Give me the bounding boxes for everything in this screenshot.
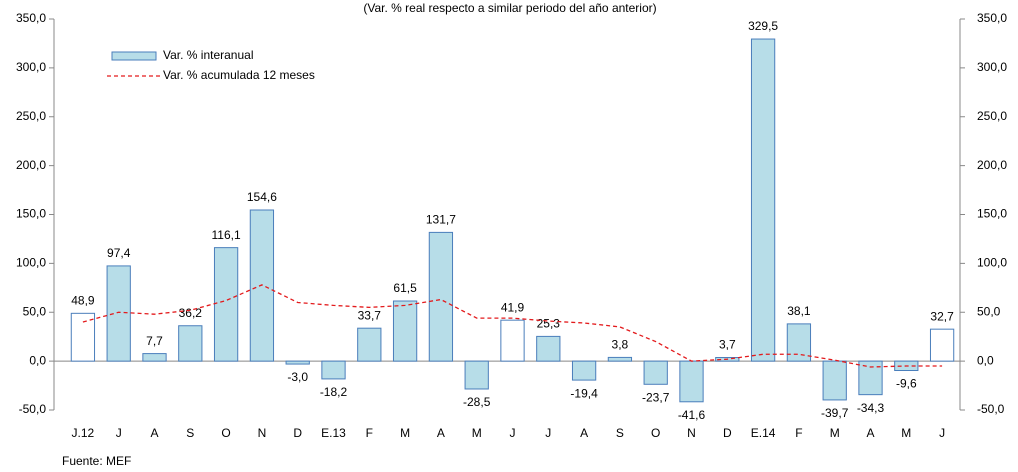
legend-label: Var. % interanual: [163, 48, 254, 62]
bar: [679, 360, 704, 403]
bar: [571, 360, 597, 381]
bar: [607, 356, 633, 362]
x-tick-label: N: [687, 426, 696, 440]
bar: [464, 360, 489, 390]
x-tick-label: A: [580, 426, 588, 440]
x-tick-label: J: [545, 426, 551, 440]
bar: [858, 360, 883, 396]
bar: [357, 327, 382, 362]
value-label: 131,7: [426, 213, 456, 227]
x-tick-label: N: [258, 426, 267, 440]
value-label: -9,6: [896, 377, 917, 391]
bar: [428, 231, 454, 362]
y-tick-label: 50,0: [23, 304, 47, 318]
legend-swatch: [111, 51, 157, 61]
y2-tick-label: 100,0: [977, 256, 1007, 270]
bar: [285, 360, 310, 365]
value-label: 48,9: [71, 293, 95, 307]
x-tick-label: D: [723, 426, 732, 440]
value-label: 33,7: [358, 308, 382, 322]
bar: [536, 335, 561, 362]
value-label: 61,5: [393, 281, 417, 295]
value-label: -23,7: [642, 390, 670, 404]
x-tick-label: M: [400, 426, 410, 440]
bar: [643, 360, 668, 385]
bar: [750, 38, 776, 362]
y-tick-label: 300,0: [16, 60, 46, 74]
bar: [213, 247, 239, 362]
y2-tick-label: 150,0: [977, 207, 1007, 221]
value-label: 38,1: [787, 304, 811, 318]
bar: [106, 265, 131, 362]
bar: [786, 323, 812, 362]
chart-title: (Var. % real respecto a similar periodo …: [363, 1, 656, 15]
x-tick-label: S: [616, 426, 624, 440]
x-tick-label: M: [830, 426, 840, 440]
value-label: -19,4: [570, 386, 598, 400]
bar: [178, 325, 203, 362]
x-tick-label: J.12: [72, 426, 95, 440]
x-tick-label: O: [651, 426, 660, 440]
value-label: 3,8: [612, 338, 629, 352]
value-label: -28,5: [463, 395, 491, 409]
bar: [822, 360, 847, 401]
bar: [142, 353, 167, 362]
value-label: -3,0: [287, 370, 308, 384]
bar: [929, 328, 955, 362]
x-tick-label: F: [795, 426, 802, 440]
source: Fuente: MEF: [62, 454, 131, 468]
y-tick-label: 250,0: [16, 109, 46, 123]
y-tick-label: 0,0: [29, 353, 46, 367]
value-label: 3,7: [719, 338, 736, 352]
legend-label: Var. % acumulada 12 meses: [163, 68, 315, 82]
value-label: -34,3: [857, 401, 885, 415]
y2-tick-label: 350,0: [977, 11, 1007, 25]
value-label: 97,4: [107, 246, 131, 260]
value-label: 7,7: [146, 334, 163, 348]
x-tick-label: O: [221, 426, 230, 440]
value-label: 154,6: [247, 190, 277, 204]
value-label: -41,6: [678, 408, 706, 422]
x-tick-label: S: [186, 426, 194, 440]
y-tick-label: 100,0: [16, 256, 46, 270]
y2-tick-label: 250,0: [977, 109, 1007, 123]
y-tick-label: 150,0: [16, 207, 46, 221]
value-label: 25,3: [537, 317, 561, 331]
x-tick-label: J: [510, 426, 516, 440]
x-tick-label: A: [150, 426, 158, 440]
y-tick-label: 200,0: [16, 158, 46, 172]
x-tick-label: J: [116, 426, 122, 440]
y2-tick-label: 200,0: [977, 158, 1007, 172]
value-label: -39,7: [821, 406, 849, 420]
value-label: 116,1: [212, 228, 241, 242]
x-tick-label: A: [437, 426, 445, 440]
value-label: 36,2: [179, 306, 203, 320]
x-tick-label: M: [472, 426, 482, 440]
bar: [392, 300, 418, 362]
x-tick-label: A: [866, 426, 874, 440]
value-label: 329,5: [748, 19, 778, 33]
bar: [500, 319, 525, 362]
x-tick-label: E.14: [751, 426, 776, 440]
y2-tick-label: 300,0: [977, 60, 1007, 74]
x-tick-label: E.13: [321, 426, 346, 440]
x-tick-label: D: [293, 426, 302, 440]
bar: [70, 312, 96, 362]
bar: [321, 360, 346, 380]
x-tick-label: M: [901, 426, 911, 440]
y2-tick-label: 50,0: [977, 304, 1001, 318]
y2-tick-label: 0,0: [977, 353, 994, 367]
value-label: -18,2: [320, 385, 348, 399]
value-label: 41,9: [501, 300, 525, 314]
x-tick-label: F: [366, 426, 373, 440]
value-label: 32,7: [930, 309, 954, 323]
y-tick-label: 350,0: [16, 11, 46, 25]
x-tick-label: J: [939, 426, 945, 440]
y2-tick-label: -50,0: [977, 402, 1005, 416]
y-tick-label: -50,0: [19, 402, 47, 416]
